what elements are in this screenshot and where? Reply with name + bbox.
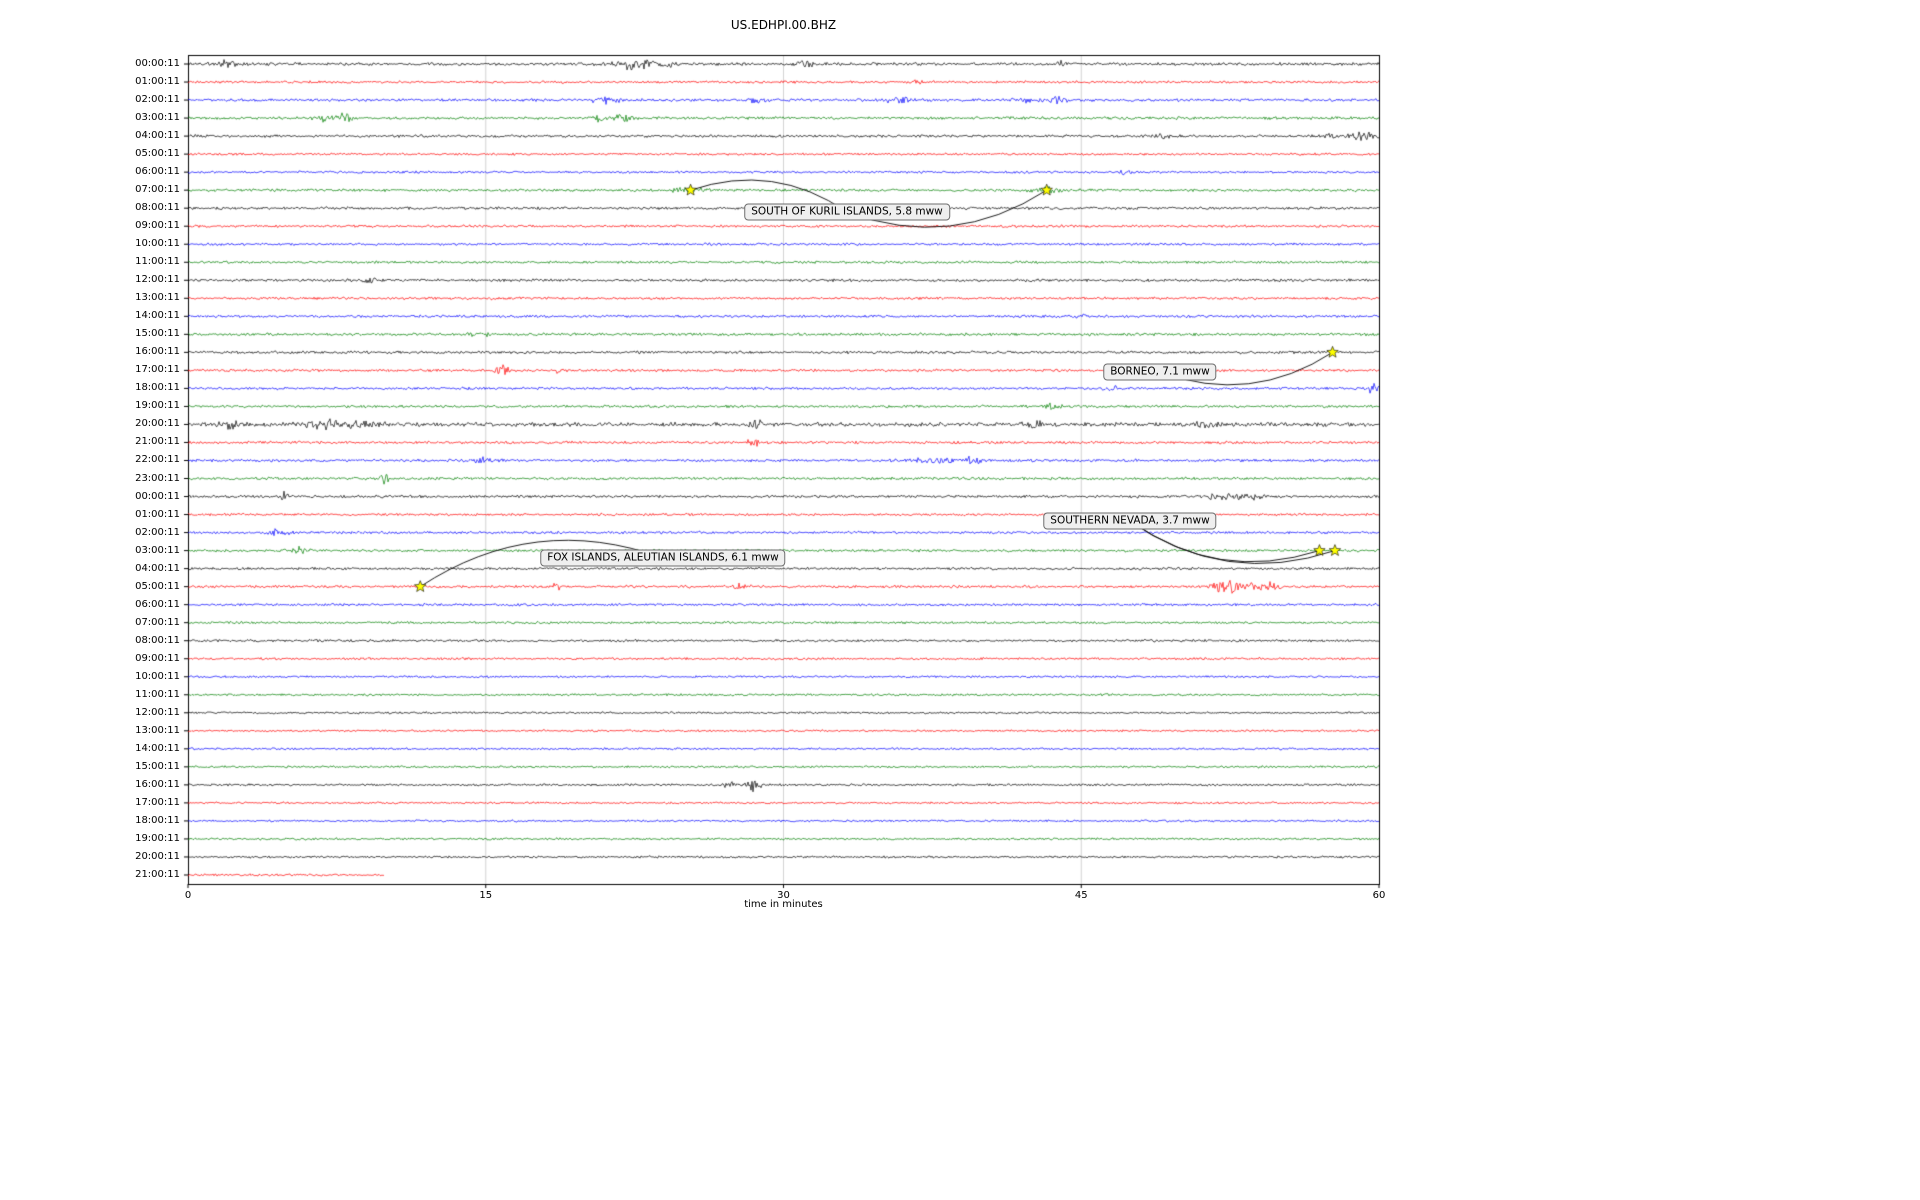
y-tick-label: 08:00:11 [135,634,180,646]
y-tick-label: 14:00:11 [135,742,180,754]
y-tick-label: 09:00:11 [135,220,180,232]
x-tick-label: 15 [479,890,493,901]
annotation-label: BORNEO, 7.1 mww [1103,363,1217,381]
y-tick-label: 18:00:11 [135,382,180,394]
y-tick-label: 20:00:11 [135,850,180,862]
x-tick-label: 30 [777,890,790,901]
y-tick-label: 01:00:11 [135,76,180,88]
y-tick-label: 14:00:11 [135,310,180,322]
y-tick-label: 06:00:11 [135,166,180,178]
y-tick-label: 05:00:11 [135,148,180,160]
x-tick-label: 0 [184,890,192,901]
x-axis-label: time in minutes [744,899,823,910]
y-tick-label: 00:00:11 [135,58,180,69]
y-tick-label: 17:00:11 [135,796,180,808]
y-tick-label: 07:00:11 [135,616,180,628]
y-tick-label: 07:00:11 [135,184,180,196]
y-tick-label: 11:00:11 [135,256,180,268]
y-tick-label: 12:00:11 [135,706,180,718]
y-tick-label: 19:00:11 [135,400,180,412]
y-tick-label: 19:00:11 [135,832,180,844]
annotation-label: SOUTHERN NEVADA, 3.7 mww [1043,512,1217,530]
y-tick-label: 03:00:11 [135,112,180,124]
y-tick-label: 06:00:11 [135,598,180,610]
y-tick-label: 02:00:11 [135,526,180,538]
y-tick-label: 04:00:11 [135,130,180,142]
annotation-label: FOX ISLANDS, ALEUTIAN ISLANDS, 6.1 mww [540,549,786,567]
y-tick-label: 13:00:11 [135,724,180,736]
y-tick-label: 08:00:11 [135,202,180,214]
y-tick-label: 17:00:11 [135,364,180,376]
annotation-label: SOUTH OF KURIL ISLANDS, 5.8 mww [744,203,950,221]
y-tick-label: 23:00:11 [135,472,180,484]
y-tick-label: 10:00:11 [135,238,180,250]
y-tick-label: 15:00:11 [135,760,180,772]
y-tick-label: 18:00:11 [135,814,180,826]
y-tick-label: 02:00:11 [135,94,180,106]
y-tick-label: 11:00:11 [135,688,180,700]
y-tick-label: 21:00:11 [135,868,180,880]
y-tick-label: 10:00:11 [135,670,180,682]
y-tick-label: 20:00:11 [135,418,180,430]
y-tick-label: 01:00:11 [135,508,180,520]
y-tick-label: 16:00:11 [135,346,180,358]
x-tick-label: 45 [1074,890,1088,901]
y-tick-label: 21:00:11 [135,436,180,448]
y-tick-label: 09:00:11 [135,652,180,664]
y-tick-label: 22:00:11 [135,454,180,466]
y-tick-label: 04:00:11 [135,562,180,574]
y-tick-label: 12:00:11 [135,274,180,286]
y-tick-label: 16:00:11 [135,778,180,790]
y-tick-label: 13:00:11 [135,292,180,304]
x-tick-label: 60 [1372,890,1386,901]
y-tick-label: 00:00:11 [135,490,180,502]
y-tick-label: 05:00:11 [135,580,180,592]
chart-title: US.EDHPI.00.BHZ [730,18,837,32]
y-tick-label: 03:00:11 [135,544,180,556]
y-tick-label: 15:00:11 [135,328,180,340]
